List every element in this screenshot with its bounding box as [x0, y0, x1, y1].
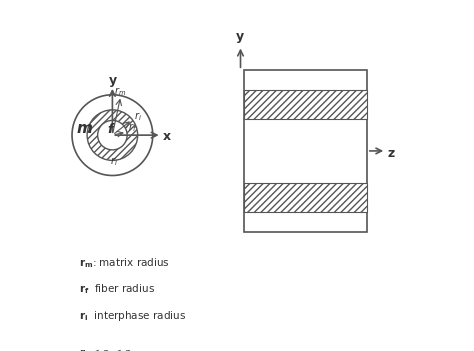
Text: $r_m$: $r_m$ — [114, 86, 127, 98]
Text: f: f — [108, 124, 113, 137]
Text: m: m — [76, 121, 92, 137]
Text: z: z — [388, 147, 395, 160]
Text: $\mathbf{r_f}$ < $r_i$ < $r_m$: $\mathbf{r_f}$ < $r_i$ < $r_m$ — [79, 347, 138, 351]
Circle shape — [98, 120, 127, 150]
Text: y: y — [109, 74, 118, 87]
Circle shape — [87, 110, 137, 160]
Text: $\mathbf{r_i}$  interphase radius: $\mathbf{r_i}$ interphase radius — [79, 309, 186, 323]
Text: x: x — [163, 130, 172, 143]
Text: $r_i$: $r_i$ — [110, 155, 118, 168]
Bar — [244, 70, 367, 232]
Bar — [244, 90, 367, 119]
Text: $r_i$: $r_i$ — [134, 110, 142, 122]
Text: y: y — [237, 31, 245, 44]
Bar — [244, 183, 367, 212]
Text: $\mathbf{r_f}$  fiber radius: $\mathbf{r_f}$ fiber radius — [79, 283, 155, 296]
Text: $\mathbf{r_m}$: matrix radius: $\mathbf{r_m}$: matrix radius — [79, 256, 170, 270]
Text: $r_f$: $r_f$ — [128, 122, 137, 134]
